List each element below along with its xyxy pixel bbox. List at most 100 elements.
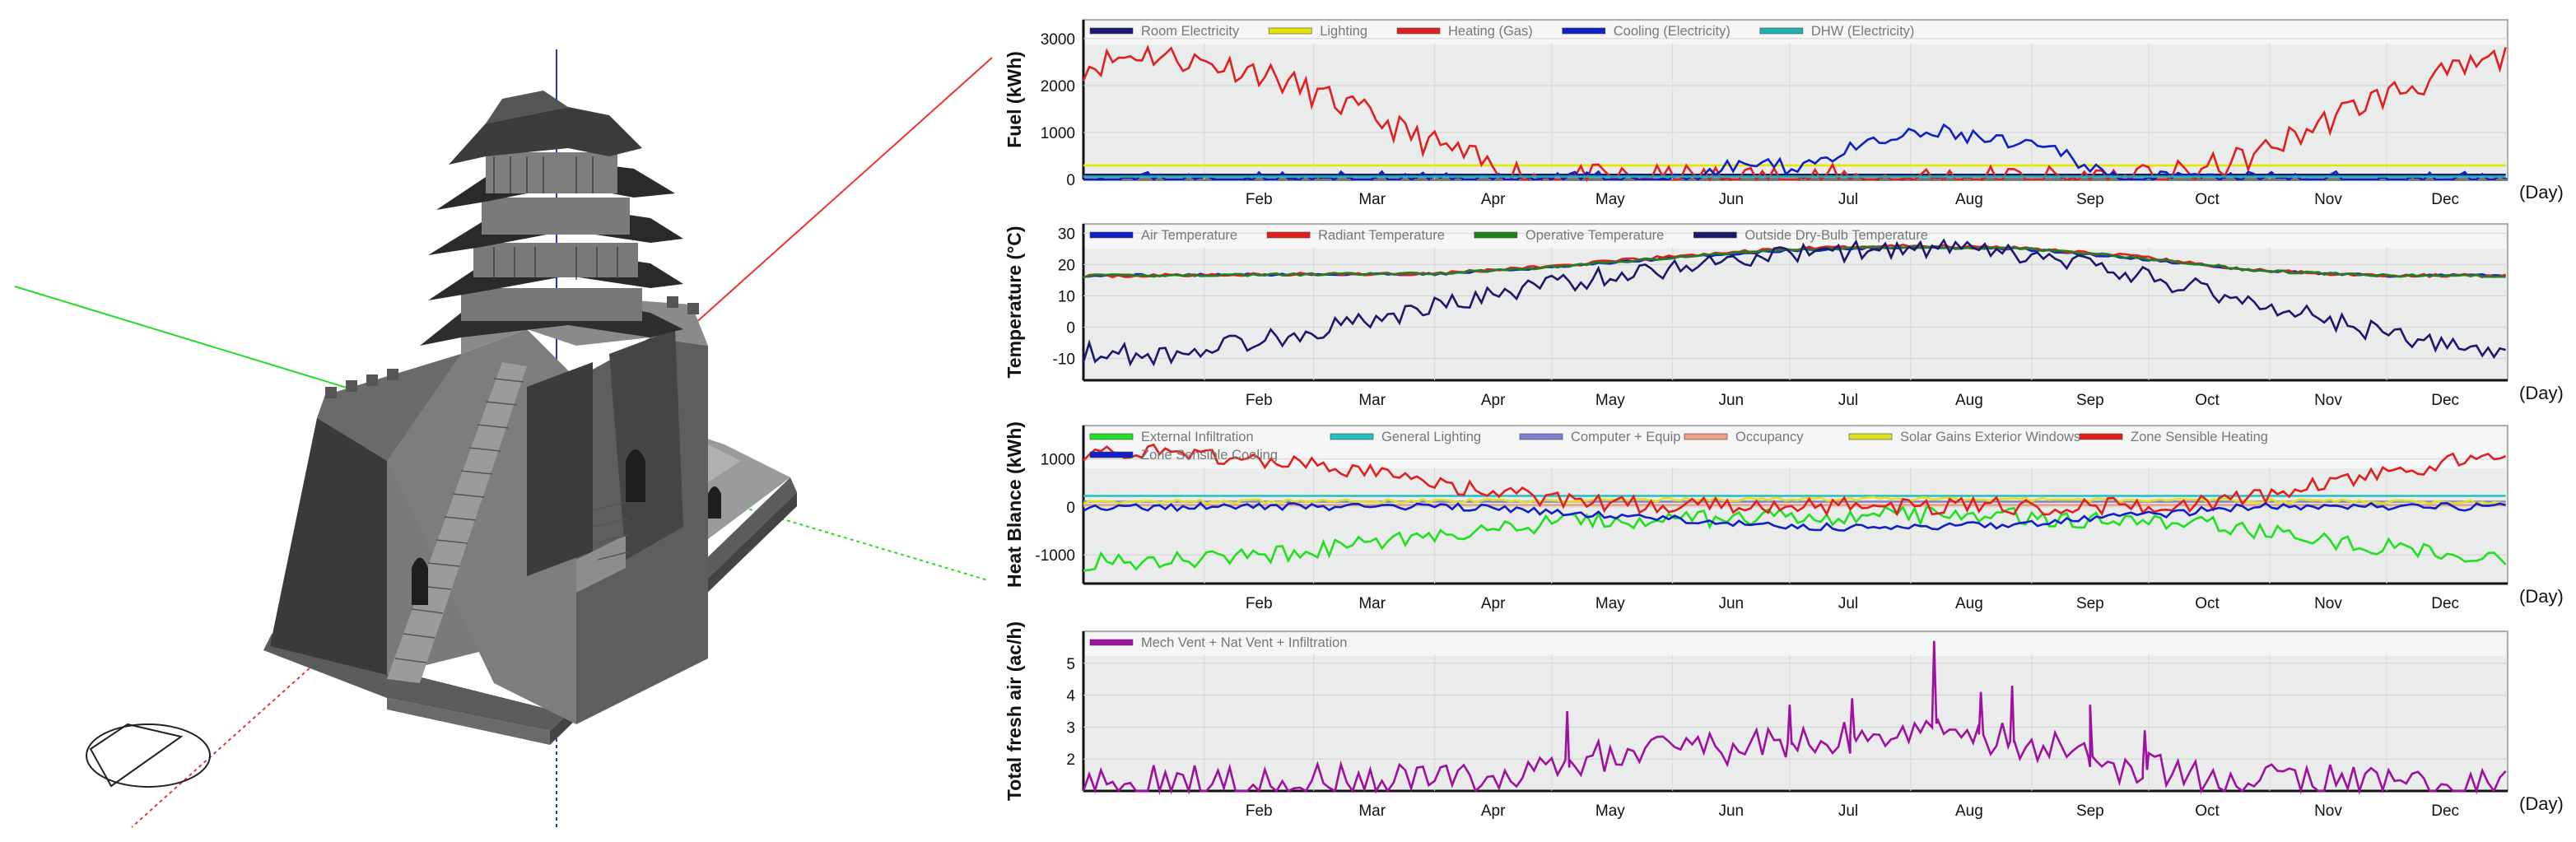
x-tick-label: Sep: [2076, 802, 2104, 820]
legend-label: Computer + Equip: [1571, 430, 1680, 444]
y-tick-label: 3: [1066, 719, 1075, 737]
x-tick-label: Aug: [1955, 802, 1983, 820]
x-tick-label: Dec: [2431, 802, 2459, 820]
x-tick-label: Nov: [2314, 802, 2342, 820]
x-tick-label: Nov: [2314, 392, 2342, 409]
y-tick-label: 2: [1066, 751, 1075, 769]
y-tick-label: 1000: [1041, 452, 1075, 469]
legend-band: [1085, 633, 2506, 656]
x-tick-label: Jun: [1718, 392, 1744, 409]
legend-label: Solar Gains Exterior Windows: [1900, 430, 2080, 444]
x-unit-label: (Day): [2519, 383, 2564, 403]
compass-icon[interactable]: [86, 723, 211, 788]
x-tick-label: Apr: [1481, 595, 1506, 612]
x-tick-label: Dec: [2431, 595, 2459, 612]
x-tick-label: Oct: [2195, 191, 2220, 208]
legend-label: DHW (Electricity): [1811, 24, 1915, 39]
series-line-external-infiltration: [1083, 505, 2507, 572]
legend-label: External Infiltration: [1141, 430, 1254, 444]
x-tick-label: Dec: [2431, 392, 2459, 409]
temperature-chart: Feb Mar Apr May Jun Jul Aug Sep Oct Nov Dec (Day) 30…: [1004, 223, 2564, 409]
y-tick-label: 0: [1066, 172, 1075, 189]
x-tick-label: Oct: [2195, 595, 2220, 612]
x-tick-label: Apr: [1481, 191, 1506, 208]
y-tick-label: 0: [1066, 500, 1075, 517]
series-line-zone-sensible-heating: [1083, 443, 2507, 517]
x-tick-label: Jun: [1718, 595, 1744, 612]
legend-swatch: [2079, 433, 2123, 440]
fresh-air-chart: Feb Mar Apr May Jun Jul Aug Sep Oct Nov Dec (Day) 5 4…: [1004, 621, 2564, 820]
x-unit-label: (Day): [2519, 182, 2564, 202]
y-axis-label: Total fresh air (ac/h): [1004, 621, 1025, 801]
legend-swatch: [1089, 639, 1134, 646]
series-line-outside-dry-bulb-temperature: [1082, 238, 2506, 367]
y-tick-label: 3000: [1041, 31, 1075, 49]
legend-label: Lighting: [1320, 24, 1367, 39]
y-tick-label: 5: [1066, 656, 1075, 673]
x-tick-label: Jul: [1838, 392, 1858, 409]
legend-swatch: [1266, 231, 1311, 239]
x-tick-label: Aug: [1955, 392, 1983, 409]
legend-label: Air Temperature: [1141, 228, 1237, 243]
legend-label: Operative Temperature: [1526, 228, 1664, 243]
x-tick-label: Sep: [2076, 595, 2104, 612]
y-tick-label: 10: [1058, 288, 1075, 305]
series-line-zone-sensible-cooling: [1083, 501, 2506, 532]
legend-label: Zone Sensible Cooling: [1141, 448, 1278, 463]
legend-swatch: [1396, 27, 1441, 35]
y-tick-label: 30: [1058, 226, 1075, 243]
y-tick-label: 2000: [1041, 78, 1075, 95]
x-tick-label: Mar: [1358, 595, 1386, 612]
x-tick-label: May: [1595, 191, 1625, 208]
x-tick-label: Jul: [1838, 191, 1858, 208]
legend-swatch: [1089, 433, 1134, 440]
legend-swatch: [1693, 231, 1737, 239]
x-tick-label: Oct: [2195, 392, 2220, 409]
legend-label: General Lighting: [1381, 430, 1481, 444]
series-line-heating-gas-: [1082, 44, 2507, 183]
legend-swatch: [1089, 27, 1134, 35]
x-tick-label: May: [1595, 802, 1625, 820]
x-tick-label: Feb: [1246, 595, 1273, 612]
legend-swatch: [1089, 231, 1134, 239]
legend-label: Room Electricity: [1141, 24, 1240, 39]
legend-label: Zone Sensible Heating: [2131, 430, 2268, 444]
x-tick-label: Aug: [1955, 191, 1983, 208]
x-tick-label: Feb: [1246, 802, 1273, 820]
legend-swatch: [1684, 433, 1728, 440]
building-3d-view[interactable]: [0, 0, 1004, 842]
x-tick-label: Oct: [2195, 802, 2220, 820]
x-tick-label: Nov: [2314, 595, 2342, 612]
y-axis-label: Heat Blance (kWh): [1004, 421, 1025, 588]
y-tick-label: 4: [1066, 688, 1075, 705]
x-tick-label: Apr: [1481, 392, 1506, 409]
y-tick-label: -10: [1053, 351, 1075, 368]
x-unit-label: (Day): [2519, 586, 2564, 607]
city-gate-tower-model: [263, 91, 797, 745]
heat-balance-chart: Feb Mar Apr May Jun Jul Aug Sep Oct Nov Dec (Day) 10…: [1004, 421, 2564, 612]
legend-label: Outside Dry-Bulb Temperature: [1745, 228, 1928, 243]
x-tick-label: Mar: [1358, 191, 1386, 208]
legend-band: [1085, 226, 2506, 249]
fuel-chart: Feb Mar Apr May Jun Jul Aug Sep Oct Nov Dec (Day) 30…: [1004, 19, 2564, 208]
legend-label: Occupancy: [1735, 430, 1804, 444]
series-line-operative-temperature: [1083, 244, 2506, 278]
y-tick-label: -1000: [1035, 547, 1075, 565]
x-tick-label: Feb: [1246, 191, 1273, 208]
legend-band: [1085, 427, 2506, 468]
legend-label: Heating (Gas): [1448, 24, 1533, 39]
y-axis-label: Temperature (°C): [1004, 226, 1025, 378]
legend-swatch: [1268, 27, 1312, 35]
legend-swatch: [1519, 433, 1563, 440]
x-tick-label: Jul: [1838, 595, 1858, 612]
legend-label: Mech Vent + Nat Vent + Infiltration: [1141, 635, 1347, 650]
x-tick-label: Jul: [1838, 802, 1858, 820]
x-tick-label: Feb: [1246, 392, 1273, 409]
y-tick-label: 20: [1058, 257, 1075, 274]
x-tick-label: Jun: [1718, 191, 1744, 208]
legend-swatch: [1759, 27, 1804, 35]
x-tick-label: Apr: [1481, 802, 1506, 820]
legend-swatch: [1330, 433, 1374, 440]
x-unit-label: (Day): [2519, 793, 2564, 814]
x-tick-label: Dec: [2431, 191, 2459, 208]
